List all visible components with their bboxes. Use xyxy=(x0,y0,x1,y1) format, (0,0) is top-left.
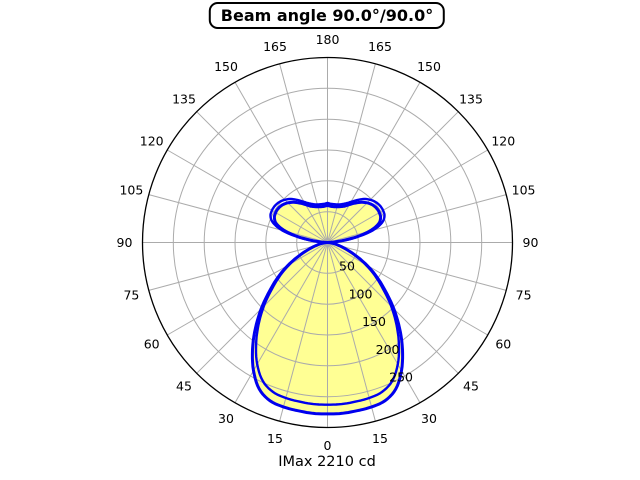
angle-tick-label: 60 xyxy=(144,337,160,352)
grid-radial xyxy=(234,242,328,403)
angle-tick-label: 90 xyxy=(117,235,133,250)
grid-radial xyxy=(234,82,328,243)
radial-tick-label: 50 xyxy=(339,259,355,274)
angle-tick-label: 75 xyxy=(516,288,532,303)
angle-tick-label: 15 xyxy=(267,431,283,446)
grid-radial xyxy=(327,111,459,243)
grid-radial xyxy=(327,82,421,243)
angle-tick-label: 120 xyxy=(140,134,164,149)
angle-tick-label: 150 xyxy=(214,59,238,74)
angle-tick-label: 45 xyxy=(463,379,479,394)
chart-title: Beam angle 90.0°/90.0° xyxy=(208,2,446,29)
grid-radial xyxy=(327,242,488,336)
grid-radial xyxy=(327,242,421,403)
outer-circle xyxy=(141,56,514,429)
angle-tick-label: 30 xyxy=(421,411,437,426)
grid-radial xyxy=(167,149,328,243)
grid-radial xyxy=(327,242,507,291)
angle-tick-label: 150 xyxy=(417,59,441,74)
angle-tick-label: 60 xyxy=(495,337,511,352)
radial-tick-label: 200 xyxy=(376,342,400,357)
angle-tick-label: 165 xyxy=(368,39,392,54)
angle-tick-label: 0 xyxy=(324,438,332,453)
radial-tick-label: 100 xyxy=(349,286,373,301)
angle-tick-label: 105 xyxy=(512,183,536,198)
grid-radial xyxy=(327,194,507,243)
grid-radial xyxy=(327,63,376,243)
grid-radial xyxy=(327,242,376,422)
grid-radial xyxy=(279,242,328,422)
radial-tick-label: 150 xyxy=(362,314,386,329)
intensity-curve-2 xyxy=(254,197,401,406)
grid-radial xyxy=(327,149,488,243)
angle-tick-label: 180 xyxy=(316,32,340,47)
grid-radial xyxy=(279,63,328,243)
grid-radial xyxy=(167,242,328,336)
angle-tick-label: 30 xyxy=(218,411,234,426)
angle-tick-label: 105 xyxy=(119,183,143,198)
grid-radial xyxy=(196,111,328,243)
angle-tick-label: 75 xyxy=(123,288,139,303)
angle-tick-label: 45 xyxy=(176,379,192,394)
grid-radial xyxy=(148,194,328,243)
angle-tick-label: 15 xyxy=(372,431,388,446)
angle-tick-label: 135 xyxy=(172,92,196,107)
angle-tick-label: 120 xyxy=(491,134,515,149)
intensity-curve-1 xyxy=(250,200,405,416)
angle-tick-label: 90 xyxy=(523,235,539,250)
angle-tick-label: 165 xyxy=(263,39,287,54)
imax-label: IMax 2210 cd xyxy=(278,454,376,470)
radial-tick-label: 250 xyxy=(389,370,413,385)
angle-tick-label: 135 xyxy=(459,92,483,107)
grid-radial xyxy=(148,242,328,291)
